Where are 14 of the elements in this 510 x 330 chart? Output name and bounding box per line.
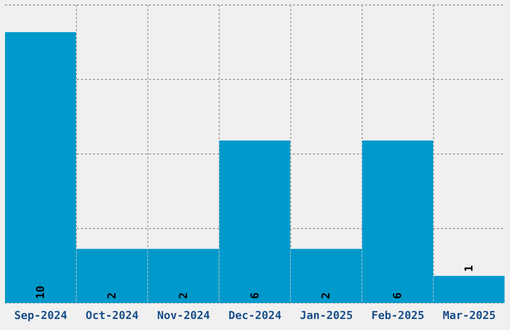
data-label: 2 bbox=[176, 292, 190, 299]
data-label: 2 bbox=[105, 292, 118, 299]
x-tick-label: Sep-2024 bbox=[14, 308, 68, 322]
data-label: 2 bbox=[320, 292, 333, 299]
x-tick-label: Oct-2024 bbox=[86, 308, 140, 322]
x-tick-label: Nov-2024 bbox=[157, 308, 210, 322]
data-label: 6 bbox=[391, 292, 404, 299]
data-label: 6 bbox=[248, 292, 262, 299]
x-tick-label: Feb-2025 bbox=[371, 308, 424, 322]
x-tick-label: Jan-2025 bbox=[300, 308, 353, 322]
x-tick-label: Dec-2024 bbox=[228, 308, 282, 322]
data-label: 10 bbox=[34, 286, 47, 299]
x-tick-label: Mar-2025 bbox=[442, 308, 496, 322]
data-label: 1 bbox=[462, 264, 476, 272]
